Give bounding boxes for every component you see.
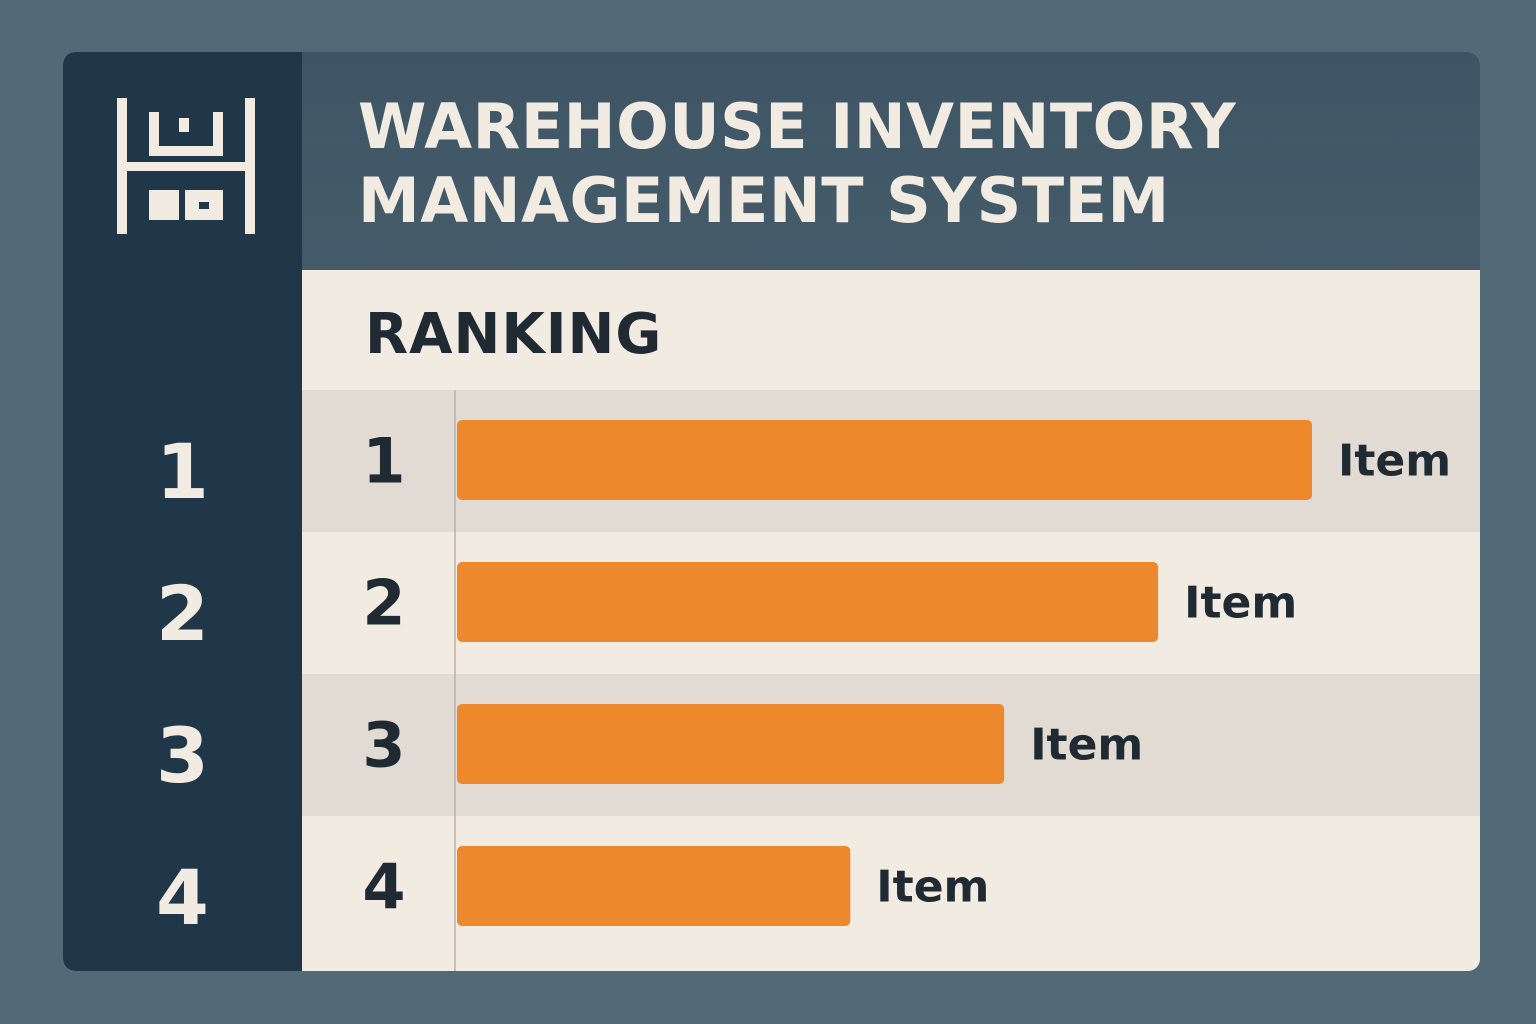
sidebar-rank-2: 2	[156, 568, 209, 658]
bar	[457, 846, 851, 926]
bar-category-label: Item	[1184, 578, 1297, 629]
bar	[457, 704, 1005, 784]
chart-svg: 1 Item 2 Item 3 Item 4 Item	[302, 390, 1480, 971]
bar	[457, 420, 1312, 500]
bar-rank-label: 2	[362, 567, 405, 640]
sidebar-rank-3: 3	[156, 710, 209, 800]
bar-rank-label: 3	[362, 709, 405, 782]
ranking-card: 1 2 3 4 WAREHOUSE INVENTORY MANAGEMENT S…	[63, 52, 1480, 971]
warehouse-shelf-icon	[117, 98, 255, 234]
sidebar-rank-4: 4	[156, 852, 209, 942]
bar-category-label: Item	[1338, 436, 1451, 487]
sidebar: 1 2 3 4	[63, 52, 302, 971]
sidebar-rank-1: 1	[156, 426, 209, 516]
bar-category-label: Item	[1030, 720, 1143, 771]
page-title-line-2: MANAGEMENT SYSTEM	[358, 164, 1170, 237]
section-label: RANKING	[365, 302, 663, 367]
ranking-bar-chart: 1 Item 2 Item 3 Item 4 Item	[302, 390, 1480, 971]
page-title-line-1: WAREHOUSE INVENTORY	[358, 90, 1237, 163]
bar-rank-label: 1	[362, 425, 405, 498]
page-header: WAREHOUSE INVENTORY MANAGEMENT SYSTEM	[302, 52, 1480, 270]
bar-category-label: Item	[876, 862, 989, 913]
bar-rank-label: 4	[362, 851, 405, 924]
bar	[457, 562, 1159, 642]
